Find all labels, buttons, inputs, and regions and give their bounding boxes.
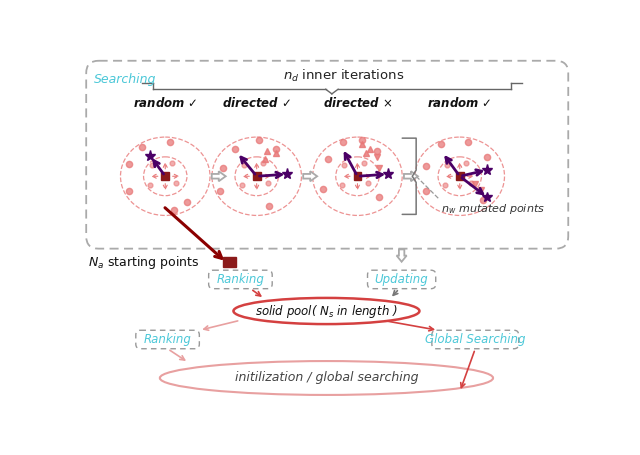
Ellipse shape xyxy=(234,298,419,324)
Text: Updating: Updating xyxy=(375,273,429,286)
Text: Searching: Searching xyxy=(94,73,156,86)
Text: Ranking: Ranking xyxy=(216,273,264,286)
Text: $n_w$ mutated points: $n_w$ mutated points xyxy=(441,202,545,216)
Ellipse shape xyxy=(160,361,493,395)
Bar xyxy=(253,172,260,180)
FancyArrow shape xyxy=(212,171,226,181)
FancyArrow shape xyxy=(303,171,317,181)
Text: solid pool( $N_s$ in length ): solid pool( $N_s$ in length ) xyxy=(255,303,398,319)
Bar xyxy=(161,172,169,180)
Text: random $\checkmark$: random $\checkmark$ xyxy=(133,96,198,110)
Bar xyxy=(456,172,463,180)
Bar xyxy=(353,172,362,180)
Bar xyxy=(223,257,236,267)
Text: Ranking: Ranking xyxy=(143,333,191,346)
Text: random $\checkmark$: random $\checkmark$ xyxy=(428,96,492,110)
Text: $N_a$ starting points: $N_a$ starting points xyxy=(88,254,199,271)
Text: directed $\checkmark$: directed $\checkmark$ xyxy=(222,96,291,110)
FancyArrow shape xyxy=(404,171,418,181)
Text: Global Searching: Global Searching xyxy=(425,333,525,346)
Text: initilization / global searching: initilization / global searching xyxy=(235,371,418,384)
FancyArrow shape xyxy=(397,249,406,262)
Text: directed $\times$: directed $\times$ xyxy=(323,96,392,110)
Text: $n_d$ inner iterations: $n_d$ inner iterations xyxy=(283,68,404,84)
